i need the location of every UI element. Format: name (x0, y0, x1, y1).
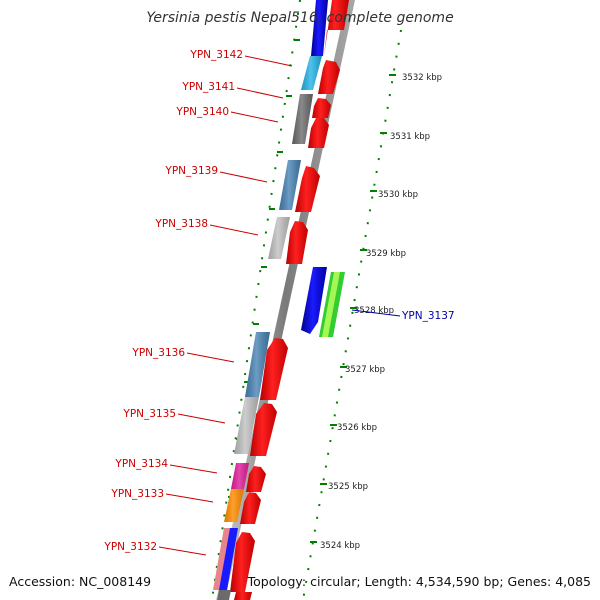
gene-label-ypn-3136[interactable]: YPN_3136 (131, 347, 185, 359)
label-leader-reverse (351, 309, 401, 317)
gene-label-ypn-3140[interactable]: YPN_3140 (175, 106, 229, 118)
gene-label-ypn-3142[interactable]: YPN_3142 (189, 49, 243, 61)
gene-arrow-forward (250, 403, 277, 456)
tick-label-3532: 3532 kbp (402, 73, 442, 83)
gene-arrow-forward (234, 592, 252, 600)
gene-ypn-3139[interactable] (279, 160, 320, 212)
partial-genes-top (311, 0, 349, 56)
tick-label-3525: 3525 kbp (328, 482, 368, 492)
gene-ypn-3137[interactable] (301, 267, 345, 337)
gene-label-ypn-3139[interactable]: YPN_3139 (164, 165, 218, 177)
gene-label-ypn-3134[interactable]: YPN_3134 (114, 458, 168, 470)
gene-arrow-forward (260, 338, 288, 400)
cog-block-shade (224, 489, 244, 522)
gene-arrow-forward (230, 532, 255, 592)
gene-arrow-forward (246, 466, 266, 492)
scale-guide (302, 29, 402, 600)
gene-arrow-forward (318, 60, 340, 94)
gene-label-ypn-3138[interactable]: YPN_3138 (154, 218, 208, 230)
gene-arrow-forward (324, 0, 349, 56)
cog-block-shade (268, 217, 290, 259)
tick-label-3529: 3529 kbp (366, 249, 406, 259)
gene-labels: YPN_3142 YPN_3141 YPN_3140 YPN_3139 YPN_… (103, 49, 454, 553)
gene-arrow-reverse (301, 267, 327, 334)
cog-block-blue (219, 528, 238, 590)
tick-label-3527: 3527 kbp (345, 365, 385, 375)
tick-label-3526: 3526 kbp (337, 423, 377, 433)
gene-label-ypn-3132[interactable]: YPN_3132 (103, 541, 157, 553)
gene-arrow-forward (312, 98, 331, 118)
tick-label-3531: 3531 kbp (390, 132, 430, 142)
gene-ypn-3138[interactable] (268, 217, 308, 264)
scale-tick-labels: 3532 kbp 3531 kbp 3530 kbp 3529 kbp 3528… (320, 73, 442, 551)
gene-arrow-forward (286, 221, 308, 264)
gene-ypn-3140[interactable] (308, 118, 329, 148)
cog-block-shade (245, 332, 270, 397)
gene-arrow-forward (295, 166, 320, 212)
partial-genes-bottom (217, 590, 252, 600)
gene-ypn-3133[interactable] (224, 489, 261, 524)
tick-label-3524: 3524 kbp (320, 541, 360, 551)
gene-arrow-forward (240, 492, 261, 524)
cog-block-shade (279, 160, 301, 210)
gene-label-ypn-3133[interactable]: YPN_3133 (110, 488, 164, 500)
cog-block-shade (234, 397, 259, 454)
gene-ypn-3132[interactable] (213, 528, 255, 592)
scale-ticks (310, 74, 396, 543)
genome-backbone (216, 0, 355, 600)
gene-ypn-3136[interactable] (245, 332, 288, 400)
gene-arrow-forward (308, 118, 329, 148)
gene-ypn-3141[interactable] (292, 94, 331, 144)
accession-text: Accession: NC_008149 (9, 574, 151, 589)
cog-block-shade (292, 94, 313, 144)
genome-summary-text: Topology: circular; Length: 4,534,590 bp… (247, 574, 591, 589)
cog-block (217, 590, 231, 600)
gene-ypn-3142[interactable] (301, 56, 340, 94)
cog-block-shade (231, 463, 249, 489)
cog-block-highlight (322, 272, 340, 337)
tick-label-3528: 3528 kbp (354, 306, 394, 316)
gene-ypn-3134[interactable] (231, 463, 266, 492)
cog-block-shade (301, 56, 322, 90)
tick-label-3530: 3530 kbp (378, 190, 418, 200)
gene-label-ypn-3137[interactable]: YPN_3137 (401, 310, 455, 322)
label-leaders (158, 55, 293, 556)
gene-label-ypn-3135[interactable]: YPN_3135 (122, 408, 176, 420)
gene-ypn-3135[interactable] (234, 397, 277, 456)
genome-title: Yersinia pestis Nepal516, complete genom… (146, 10, 453, 26)
cog-block (311, 0, 328, 56)
gene-label-ypn-3141[interactable]: YPN_3141 (181, 81, 235, 93)
